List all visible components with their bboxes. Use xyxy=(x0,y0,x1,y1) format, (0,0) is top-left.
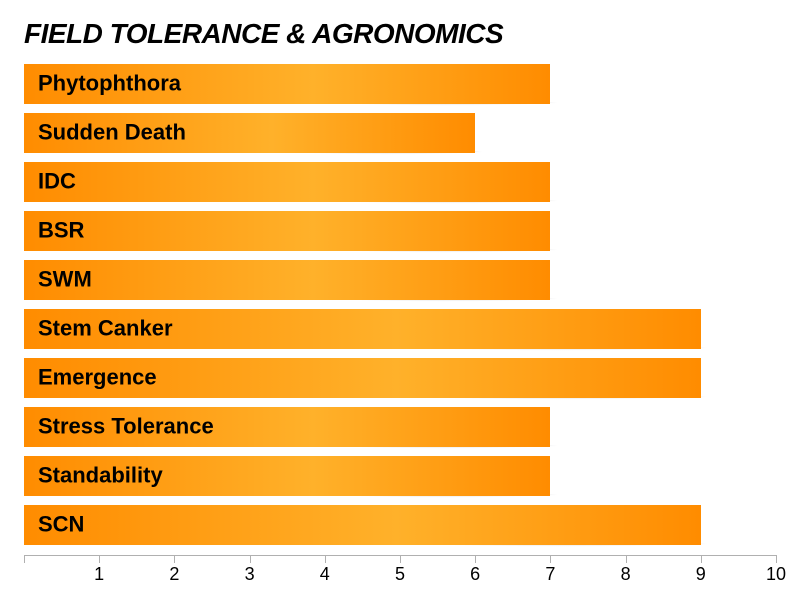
x-tick-label: 10 xyxy=(766,564,786,585)
x-tick xyxy=(626,555,627,563)
x-tick xyxy=(99,555,100,563)
bar-label: Stem Canker xyxy=(38,315,173,341)
x-tick-label: 3 xyxy=(245,564,255,585)
bar xyxy=(24,162,550,202)
x-tick xyxy=(24,555,25,563)
x-tick-label: 4 xyxy=(320,564,330,585)
x-tick-label: 2 xyxy=(169,564,179,585)
bar-row: Standability xyxy=(24,456,776,496)
x-tick xyxy=(174,555,175,563)
bar-row: IDC xyxy=(24,162,776,202)
x-tick-label: 8 xyxy=(621,564,631,585)
plot-region: Phytophthora Sudden Death IDC BSR SWM Stem Ca… xyxy=(24,60,776,555)
bar-row: SWM xyxy=(24,260,776,300)
chart-title: FIELD TOLERANCE & AGRONOMICS xyxy=(24,18,776,50)
bar-row: Phytophthora xyxy=(24,64,776,104)
x-tick xyxy=(475,555,476,563)
x-tick xyxy=(325,555,326,563)
bar xyxy=(24,505,701,545)
x-tick xyxy=(701,555,702,563)
x-tick-label: 1 xyxy=(94,564,104,585)
bar-label: Emergence xyxy=(38,364,157,390)
bar xyxy=(24,260,550,300)
x-tick-label: 7 xyxy=(545,564,555,585)
bar-label: Stress Tolerance xyxy=(38,413,214,439)
x-tick xyxy=(550,555,551,563)
bar-label: SWM xyxy=(38,266,92,292)
bar-row: BSR xyxy=(24,211,776,251)
bar-row: SCN xyxy=(24,505,776,545)
x-tick xyxy=(776,555,777,563)
bar-label: SCN xyxy=(38,511,84,537)
bar-row: Stress Tolerance xyxy=(24,407,776,447)
bar-label: IDC xyxy=(38,168,76,194)
bar xyxy=(24,211,550,251)
x-tick xyxy=(250,555,251,563)
x-tick-label: 9 xyxy=(696,564,706,585)
bar-label: Standability xyxy=(38,462,163,488)
bar-row: Stem Canker xyxy=(24,309,776,349)
bar-row: Sudden Death xyxy=(24,113,776,153)
x-tick-label: 6 xyxy=(470,564,480,585)
bar-label: BSR xyxy=(38,217,84,243)
chart-area: Phytophthora Sudden Death IDC BSR SWM Stem Ca… xyxy=(24,60,776,590)
bar-label: Sudden Death xyxy=(38,119,186,145)
x-tick xyxy=(400,555,401,563)
x-tick-label: 5 xyxy=(395,564,405,585)
bar-label: Phytophthora xyxy=(38,70,181,96)
bar-row: Emergence xyxy=(24,358,776,398)
